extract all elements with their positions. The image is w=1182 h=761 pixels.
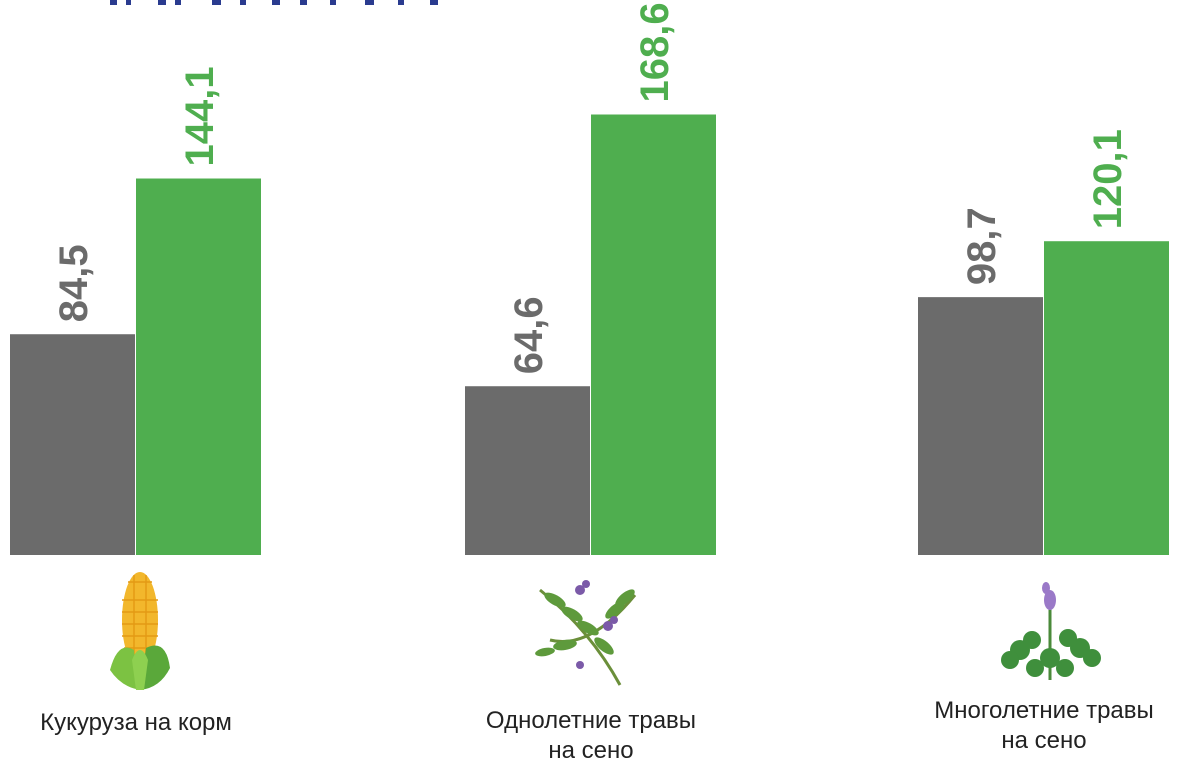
value-label-1-0: 144,1 [178,66,222,166]
bar-0-2 [918,297,1043,555]
category-label-1: Однолетние травы на сено [486,707,696,761]
category-label-line: Однолетние травы [486,707,696,734]
category-label-0: Кукуруза на корм [40,709,232,736]
value-label-0-1: 64,6 [507,296,551,374]
value-label-0-2: 98,7 [960,207,1004,285]
category-label-2: Многолетние травы на сено [934,697,1154,754]
vetch-plant-icon [535,580,637,686]
bar-1-0 [136,178,261,555]
value-label-0-0: 84,5 [52,244,96,322]
bar-1-2 [1044,241,1169,556]
clipped-title-fragment [0,0,460,6]
alfalfa-plant-icon [1001,582,1101,680]
corn-icon [110,572,170,690]
value-label-1-1: 168,6 [633,2,677,102]
category-label-line: на сено [1001,727,1086,754]
value-label-1-2: 120,1 [1086,129,1130,229]
bar-0-0 [10,334,135,555]
bar-1-1 [591,114,716,555]
category-label-line: на сено [548,737,633,761]
category-label-line: Кукуруза на корм [40,709,232,736]
category-label-line: Многолетние травы [934,697,1154,724]
bar-0-1 [465,386,590,555]
